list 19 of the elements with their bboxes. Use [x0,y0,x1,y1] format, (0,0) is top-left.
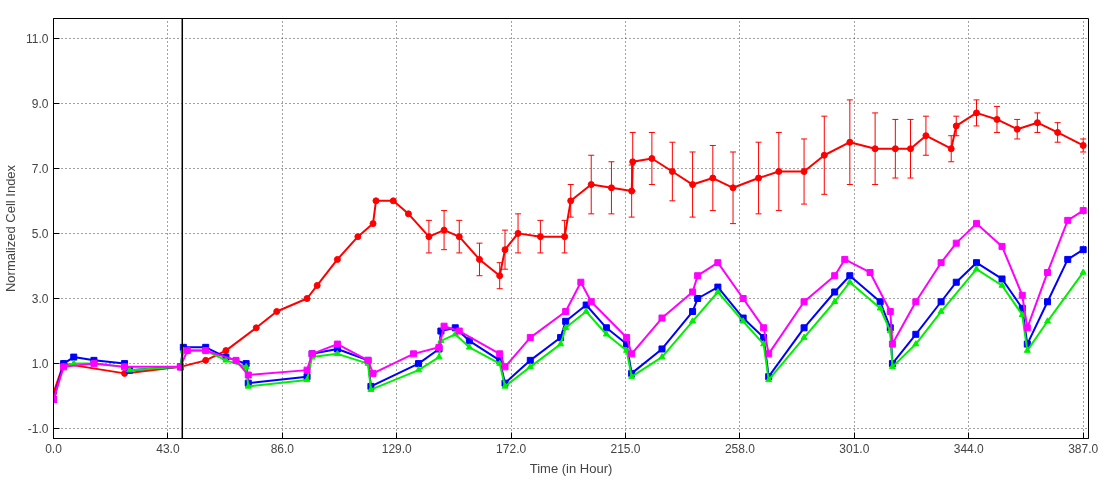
y-tick-label: 1.0 [31,357,49,372]
y-tick-label: 11.0 [26,31,49,46]
y-tick-label: 7.0 [31,161,49,176]
y-axis-title: Normalized Cell Index [3,164,19,293]
y-tick-label: 3.0 [31,292,49,306]
y-tick-label: -1.0 [27,422,49,437]
x-tick-label: 301.0 [839,441,870,456]
x-tick-label: 387.0 [1068,441,1099,456]
x-tick-label: 344.0 [953,441,985,456]
x-tick-label: 0.0 [45,441,63,456]
x-tick-label: 86.0 [270,441,295,456]
x-axis-title: Time (in Hour) [529,460,613,476]
x-tick-label: 258.0 [724,441,756,456]
x-tick-label: 43.0 [156,441,180,456]
y-tick-label: 5.0 [31,226,49,241]
x-tick-label: 215.0 [610,441,641,456]
y-tick-label: 9.0 [31,96,49,111]
x-tick-label: 129.0 [381,441,413,456]
x-tick-label: 172.0 [496,441,527,456]
